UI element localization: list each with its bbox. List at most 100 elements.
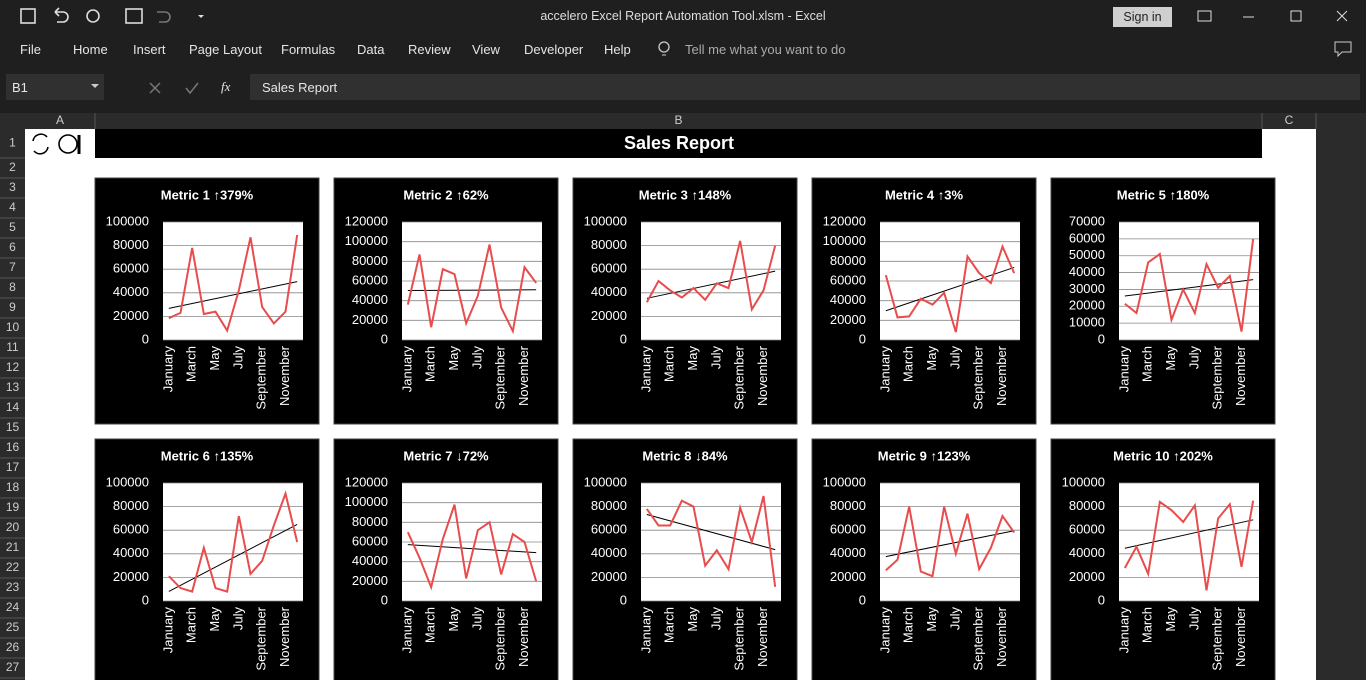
name-box[interactable] bbox=[6, 74, 104, 100]
y-tick-label: 50000 bbox=[1069, 247, 1105, 262]
y-tick-label: 20000 bbox=[113, 569, 149, 584]
column-header: A bbox=[56, 113, 64, 127]
chart: Metric 2 ↑62% 0 20000 40000 60000 80000 100000… bbox=[333, 177, 559, 425]
row-header: 20 bbox=[6, 520, 20, 534]
undo-icon[interactable] bbox=[54, 7, 69, 23]
x-tick-label: May bbox=[924, 346, 939, 371]
y-tick-label: 60000 bbox=[591, 522, 627, 537]
x-tick-label: January bbox=[160, 607, 175, 654]
touch-icon[interactable] bbox=[86, 9, 100, 23]
x-tick-label: September bbox=[493, 345, 508, 409]
x-tick-label: November bbox=[755, 345, 770, 406]
x-tick-label: July bbox=[1186, 607, 1201, 631]
y-tick-label: 20000 bbox=[352, 573, 388, 588]
ribbon-tab[interactable]: Page Layout bbox=[189, 42, 263, 57]
x-tick-label: November bbox=[755, 606, 770, 667]
tell-me[interactable]: Tell me what you want to do bbox=[685, 42, 846, 57]
chart: Metric 3 ↑148% 0 20000 40000 60000 80000 10000… bbox=[572, 177, 798, 425]
row-header: 22 bbox=[6, 560, 20, 574]
row-header: 9 bbox=[9, 300, 16, 314]
y-tick-label: 0 bbox=[620, 592, 627, 607]
chart: Metric 4 ↑3% 0 20000 40000 60000 80000 100000 1… bbox=[811, 177, 1037, 425]
restore-icon[interactable] bbox=[1290, 10, 1302, 22]
y-tick-label: 40000 bbox=[352, 553, 388, 568]
x-tick-label: September bbox=[732, 345, 747, 409]
row-header: 8 bbox=[9, 280, 16, 294]
row-header: 6 bbox=[9, 240, 16, 254]
x-tick-label: May bbox=[1163, 607, 1178, 632]
ribbon-tab[interactable]: Insert bbox=[133, 42, 166, 57]
y-tick-label: 60000 bbox=[113, 261, 149, 276]
ribbon-tab[interactable]: Home bbox=[73, 42, 108, 57]
worksheet: Sales Report A B C123456789101112131415161… bbox=[0, 113, 1366, 680]
x-tick-label: September bbox=[732, 606, 747, 670]
customize-icon[interactable] bbox=[198, 15, 204, 18]
row-header: 3 bbox=[9, 180, 16, 194]
y-tick-label: 40000 bbox=[113, 545, 149, 560]
x-tick-label: November bbox=[277, 606, 292, 667]
x-tick-label: January bbox=[638, 346, 653, 393]
trendline bbox=[885, 530, 1015, 558]
chart-title: Metric 5 ↑180% bbox=[1117, 187, 1210, 202]
sign-in-button[interactable] bbox=[1113, 7, 1172, 27]
column-header: B bbox=[674, 113, 682, 127]
ribbon-tab[interactable]: Help bbox=[604, 42, 631, 57]
title-icons bbox=[20, 7, 1348, 27]
ribbon-options-icon[interactable] bbox=[1197, 10, 1212, 22]
row-header: 13 bbox=[6, 380, 20, 394]
name-box-text[interactable]: B1 bbox=[12, 80, 28, 95]
y-tick-label: 0 bbox=[620, 331, 627, 346]
sign-in-label[interactable]: Sign in bbox=[1123, 10, 1162, 24]
data-line bbox=[1123, 500, 1255, 591]
y-tick-label: 100000 bbox=[584, 213, 627, 228]
name-box-dropdown[interactable] bbox=[90, 82, 102, 92]
row-header: 7 bbox=[9, 260, 16, 274]
scrollbar[interactable] bbox=[1316, 129, 1366, 680]
y-tick-label: 20000 bbox=[1069, 298, 1105, 313]
ribbon-tab[interactable]: Formulas bbox=[281, 42, 336, 57]
x-tick-label: September bbox=[254, 606, 269, 670]
y-tick-label: 80000 bbox=[352, 514, 388, 529]
x-tick-label: March bbox=[1140, 607, 1155, 643]
formula-input[interactable] bbox=[250, 74, 1360, 100]
row-header: 11 bbox=[6, 340, 19, 354]
close-icon[interactable] bbox=[1336, 10, 1348, 22]
comments-icon[interactable] bbox=[1334, 41, 1352, 57]
x-tick-label: September bbox=[971, 606, 986, 670]
x-tick-label: May bbox=[685, 346, 700, 371]
x-tick-label: March bbox=[184, 346, 199, 382]
column-header: C bbox=[1285, 113, 1294, 127]
y-tick-label: 20000 bbox=[830, 312, 866, 327]
ribbon-tab[interactable]: File bbox=[20, 42, 41, 57]
x-tick-label: May bbox=[446, 346, 461, 371]
row-header: 4 bbox=[9, 200, 16, 214]
y-tick-label: 100000 bbox=[823, 233, 866, 248]
camera-icon[interactable] bbox=[125, 8, 143, 24]
y-tick-label: 10000 bbox=[1069, 315, 1105, 330]
ribbon-tab[interactable]: View bbox=[472, 42, 500, 57]
x-tick-label: November bbox=[994, 606, 1009, 667]
ribbon-tab[interactable]: Developer bbox=[524, 42, 584, 57]
shape-icons[interactable] bbox=[32, 133, 81, 155]
x-tick-label: January bbox=[1116, 346, 1131, 393]
redo-icon[interactable] bbox=[157, 11, 171, 23]
y-tick-label: 60000 bbox=[352, 533, 388, 548]
plot-area bbox=[1119, 222, 1259, 340]
formula-text[interactable]: Sales Report bbox=[262, 80, 338, 95]
y-tick-label: 100000 bbox=[106, 474, 149, 489]
data-line bbox=[168, 234, 299, 333]
trendline bbox=[646, 513, 776, 551]
ribbon-tab[interactable]: Data bbox=[357, 42, 385, 57]
y-tick-label: 100000 bbox=[823, 474, 866, 489]
save-icon[interactable] bbox=[20, 8, 36, 24]
y-tick-label: 20000 bbox=[591, 569, 627, 584]
fx-button[interactable]: fx bbox=[221, 79, 231, 94]
y-tick-label: 0 bbox=[381, 331, 388, 346]
row-header: 10 bbox=[6, 320, 20, 334]
y-tick-label: 60000 bbox=[830, 272, 866, 287]
x-tick-label: January bbox=[399, 346, 414, 393]
x-tick-label: September bbox=[1210, 345, 1225, 409]
ribbon-tab[interactable]: Review bbox=[408, 42, 451, 57]
chart: Metric 6 ↑135% 0 20000 40000 60000 80000 10000… bbox=[94, 438, 320, 680]
